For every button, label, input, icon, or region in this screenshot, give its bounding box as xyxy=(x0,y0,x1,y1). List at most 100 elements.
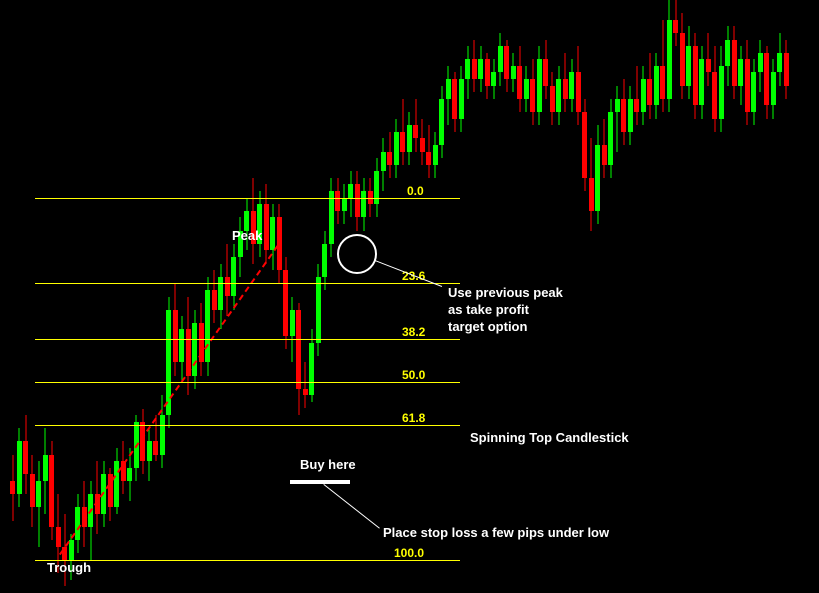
candle xyxy=(186,0,191,593)
candle xyxy=(166,0,171,593)
candle xyxy=(173,0,178,593)
candle xyxy=(101,0,106,593)
candle xyxy=(608,0,613,593)
stop-loss-marker xyxy=(290,480,350,484)
candle xyxy=(23,0,28,593)
candle xyxy=(732,0,737,593)
annotation-stop-loss: Place stop loss a few pips under low xyxy=(383,525,609,540)
fib-line xyxy=(35,560,460,561)
candle xyxy=(329,0,334,593)
candle xyxy=(290,0,295,593)
candle xyxy=(121,0,126,593)
candle xyxy=(634,0,639,593)
candle xyxy=(725,0,730,593)
candle xyxy=(615,0,620,593)
annotation-take-profit-3: target option xyxy=(448,319,527,334)
candle xyxy=(563,0,568,593)
candle xyxy=(641,0,646,593)
candle xyxy=(69,0,74,593)
circle-marker xyxy=(337,234,377,274)
candle xyxy=(667,0,672,593)
fib-label: 38.2 xyxy=(400,325,427,339)
candlestick-chart: 0.023.638.250.061.8100.0PeakTroughBuy he… xyxy=(0,0,819,593)
candle xyxy=(777,0,782,593)
candle xyxy=(660,0,665,593)
candle xyxy=(771,0,776,593)
candle xyxy=(589,0,594,593)
candle xyxy=(17,0,22,593)
candle xyxy=(693,0,698,593)
candle xyxy=(738,0,743,593)
candle xyxy=(264,0,269,593)
candle xyxy=(283,0,288,593)
candle xyxy=(212,0,217,593)
candle xyxy=(569,0,574,593)
candle xyxy=(199,0,204,593)
candle xyxy=(439,0,444,593)
candle xyxy=(82,0,87,593)
candle xyxy=(706,0,711,593)
candle xyxy=(758,0,763,593)
candle xyxy=(628,0,633,593)
candle xyxy=(433,0,438,593)
candle xyxy=(309,0,314,593)
candle xyxy=(374,0,379,593)
candle xyxy=(10,0,15,593)
candle xyxy=(244,0,249,593)
candle xyxy=(296,0,301,593)
candle xyxy=(413,0,418,593)
candle xyxy=(134,0,139,593)
candle xyxy=(381,0,386,593)
candle xyxy=(160,0,165,593)
candle xyxy=(277,0,282,593)
candle xyxy=(147,0,152,593)
annotation-trough: Trough xyxy=(47,560,91,575)
candle xyxy=(719,0,724,593)
fib-line xyxy=(35,198,460,199)
annotation-take-profit-1: Use previous peak xyxy=(448,285,563,300)
candle xyxy=(426,0,431,593)
candle xyxy=(108,0,113,593)
candle xyxy=(420,0,425,593)
candle xyxy=(153,0,158,593)
candle xyxy=(784,0,789,593)
candle xyxy=(342,0,347,593)
candle xyxy=(595,0,600,593)
fib-label: 50.0 xyxy=(400,368,427,382)
candle xyxy=(88,0,93,593)
candle xyxy=(270,0,275,593)
candle xyxy=(576,0,581,593)
candle xyxy=(257,0,262,593)
candle xyxy=(647,0,652,593)
candle xyxy=(764,0,769,593)
candle xyxy=(368,0,373,593)
candle xyxy=(62,0,67,593)
candle xyxy=(387,0,392,593)
candle xyxy=(316,0,321,593)
candle xyxy=(673,0,678,593)
candle xyxy=(654,0,659,593)
fib-line xyxy=(35,382,460,383)
fib-line xyxy=(35,339,460,340)
candle xyxy=(192,0,197,593)
candle xyxy=(712,0,717,593)
candle xyxy=(218,0,223,593)
candle xyxy=(127,0,132,593)
fib-label: 61.8 xyxy=(400,411,427,425)
candle xyxy=(205,0,210,593)
candle xyxy=(30,0,35,593)
fib-line xyxy=(35,283,460,284)
candle xyxy=(43,0,48,593)
fib-line xyxy=(35,425,460,426)
annotation-take-profit-2: as take profit xyxy=(448,302,529,317)
candle xyxy=(179,0,184,593)
candle xyxy=(394,0,399,593)
candle xyxy=(400,0,405,593)
candle xyxy=(36,0,41,593)
candle xyxy=(699,0,704,593)
candle xyxy=(335,0,340,593)
candle xyxy=(140,0,145,593)
candle xyxy=(322,0,327,593)
candle xyxy=(231,0,236,593)
annotation-peak: Peak xyxy=(232,228,262,243)
